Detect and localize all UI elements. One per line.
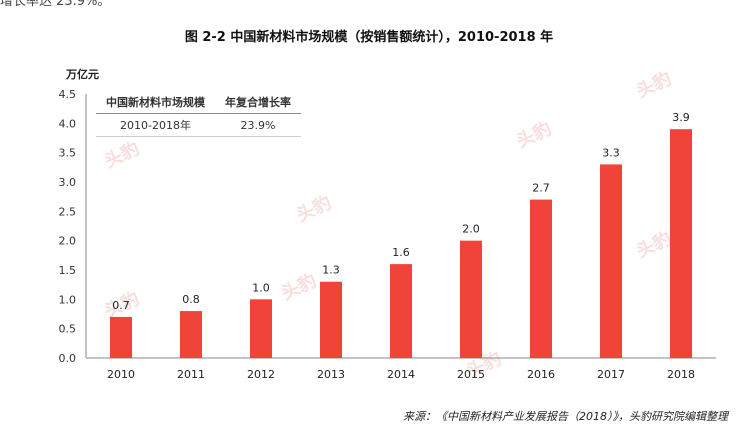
x-tick-label: 2015 (457, 368, 485, 381)
bar-value-label: 1.0 (252, 281, 270, 294)
bar-2018 (670, 129, 692, 358)
y-axis-unit-label: 万亿元 (65, 67, 99, 81)
y-tick-label: 3.0 (59, 176, 77, 189)
watermark-logo: 头豹 (633, 67, 675, 102)
bar-value-label: 3.9 (672, 111, 690, 124)
bar-2015 (460, 240, 482, 358)
cagr-summary-table: 中国新材料市场规模 年复合增长率 2010-2018年 23.9% (96, 92, 301, 137)
bar-value-label: 1.6 (392, 246, 410, 259)
watermark-logo: 头豹 (101, 137, 143, 172)
x-tick-label: 2014 (387, 368, 415, 381)
bar-2013 (320, 281, 342, 358)
x-tick-label: 2010 (107, 368, 135, 381)
x-tick-label: 2011 (177, 368, 205, 381)
x-tick-label: 2013 (317, 368, 345, 381)
chart-title: 图 2-2 中国新材料市场规模（按销售额统计），2010-2018 年 (184, 30, 554, 45)
y-tick-label: 4.0 (59, 117, 77, 130)
table-header-cagr: 年复合增长率 (215, 92, 301, 114)
bar-2016 (530, 199, 552, 358)
table-cell-period: 2010-2018年 (96, 113, 215, 137)
bar-2012 (250, 299, 272, 358)
y-tick-label: 2.5 (59, 205, 77, 218)
bar-2014 (390, 264, 412, 358)
bar-value-label: 0.7 (112, 299, 130, 312)
bar-2010 (110, 316, 132, 358)
bar-value-label: 2.7 (532, 182, 550, 195)
y-tick-label: 0.0 (59, 352, 77, 365)
table-cell-cagr-value: 23.9% (215, 113, 301, 137)
bar-value-label: 0.8 (182, 293, 200, 306)
y-tick-label: 1.5 (59, 264, 77, 277)
y-tick-label: 2.0 (59, 235, 77, 248)
x-tick-label: 2018 (667, 368, 695, 381)
bar-value-label: 2.0 (462, 223, 480, 236)
y-tick-label: 4.5 (59, 88, 77, 101)
bar-value-label: 1.3 (322, 264, 340, 277)
y-tick-label: 0.5 (59, 323, 77, 336)
bar-2011 (180, 311, 202, 358)
x-tick-label: 2017 (597, 368, 625, 381)
x-tick-label: 2016 (527, 368, 555, 381)
previous-page-text-fragment: 增长率达 23.9%。 (0, 0, 111, 9)
y-tick-label: 3.5 (59, 147, 77, 160)
table-header-market-size: 中国新材料市场规模 (96, 92, 215, 114)
bar-2017 (600, 164, 622, 358)
watermark-logo: 头豹 (278, 269, 320, 304)
source-note: 来源：《中国新材料产业发展报告（2018）》，头豹研究院编辑整理 (403, 410, 728, 423)
x-tick-label: 2012 (247, 368, 275, 381)
y-tick-label: 1.0 (59, 293, 77, 306)
watermark-logo: 头豹 (293, 191, 335, 226)
watermark-logo: 头豹 (513, 117, 555, 152)
bar-value-label: 3.3 (602, 146, 620, 159)
watermark-logo: 头豹 (633, 227, 675, 262)
